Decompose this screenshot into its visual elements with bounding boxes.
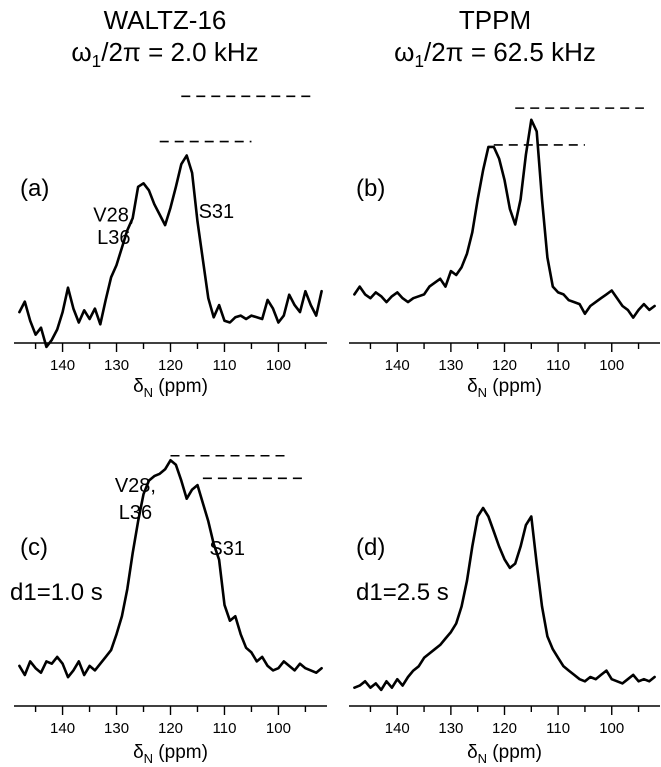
panel-label: (d): [356, 534, 385, 561]
peak-annotation: S31: [199, 201, 235, 223]
x-axis-label: δN (ppm): [133, 376, 208, 400]
peak-annotation: L36: [119, 502, 152, 524]
x-tick-label: 110: [546, 720, 570, 737]
panel-label: (c): [20, 534, 48, 561]
peak-annotation: V28,: [93, 205, 134, 227]
panel-label: (b): [356, 175, 385, 202]
header-tppm-field: ω1/2π = 62.5 kHz: [394, 37, 596, 71]
header-waltz16-field: ω1/2π = 2.0 kHz: [71, 37, 259, 71]
delay-label: d1=1.0 s: [10, 579, 103, 606]
x-tick-label: 130: [104, 720, 129, 737]
x-tick-label: 110: [213, 720, 237, 737]
header-tppm-title: TPPM: [458, 5, 532, 35]
spectrum-trace: [353, 506, 656, 692]
x-tick-label: 130: [438, 720, 463, 737]
x-tick-label: 140: [50, 357, 75, 374]
x-tick-label: 100: [266, 720, 291, 737]
x-tick-label: 110: [213, 357, 237, 374]
header-waltz16-title: WALTZ-16: [103, 5, 227, 35]
panel-label: (a): [20, 175, 49, 202]
peak-annotation: V28,: [115, 475, 156, 497]
x-tick-label: 140: [385, 357, 410, 374]
peak-annotation: L36: [97, 227, 130, 249]
x-tick-label: 130: [438, 357, 463, 374]
x-axis-label: δN (ppm): [467, 376, 542, 400]
x-tick-label: 120: [492, 357, 517, 374]
x-tick-label: 100: [599, 720, 624, 737]
x-tick-label: 100: [266, 357, 291, 374]
x-tick-label: 120: [158, 357, 183, 374]
x-tick-label: 130: [104, 357, 129, 374]
spectrum-trace: [353, 118, 656, 319]
header-waltz16: WALTZ-16 ω1/2π = 2.0 kHz: [20, 4, 310, 77]
header-tppm: TPPM ω1/2π = 62.5 kHz: [345, 4, 645, 77]
x-axis-label: δN (ppm): [133, 742, 208, 766]
delay-label: d1=2.5 s: [356, 579, 449, 606]
spectrum-trace: [18, 459, 323, 679]
x-axis-label: δN (ppm): [467, 742, 542, 766]
x-tick-label: 140: [50, 720, 75, 737]
peak-annotation: S31: [209, 538, 245, 560]
x-tick-label: 120: [492, 720, 517, 737]
x-tick-label: 110: [546, 357, 570, 374]
x-tick-label: 140: [385, 720, 410, 737]
spectrum-trace: [18, 154, 323, 349]
x-tick-label: 100: [599, 357, 624, 374]
x-tick-label: 120: [158, 720, 183, 737]
